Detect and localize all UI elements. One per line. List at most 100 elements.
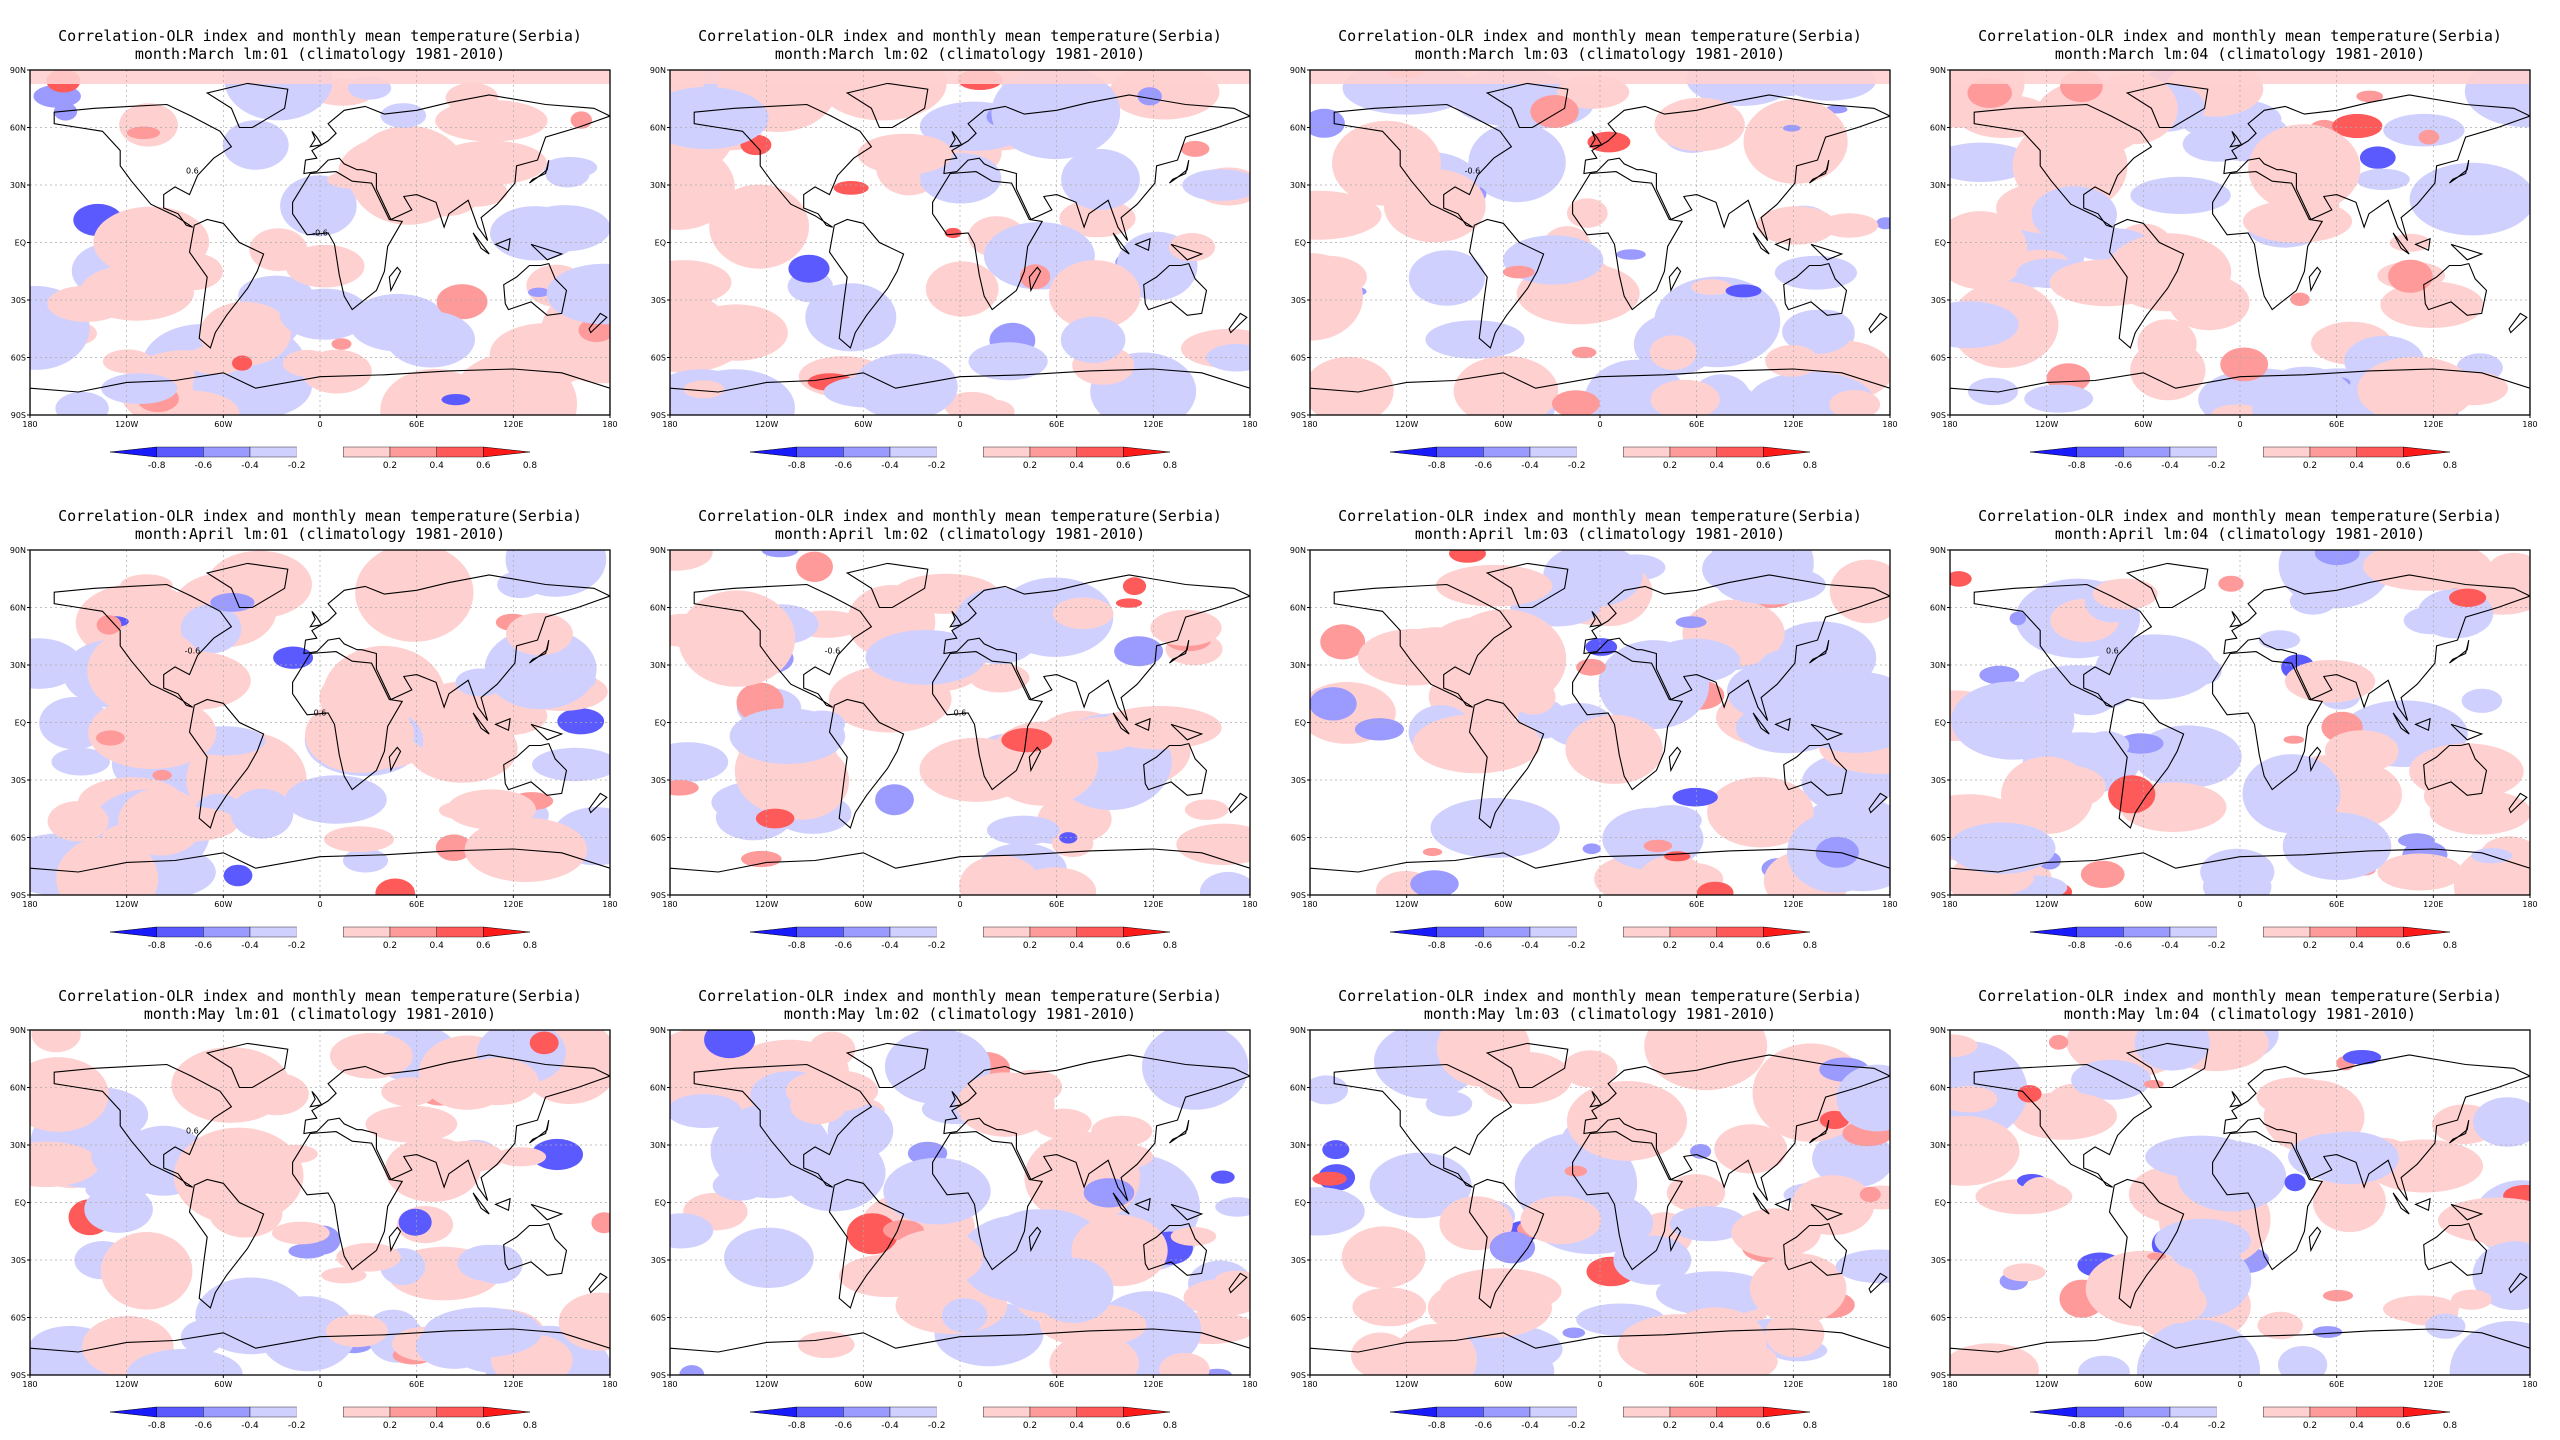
lat-tick-label: 60N [1930, 1084, 1946, 1093]
colorbar-tick-label: -0.8 [148, 1421, 166, 1431]
colorbar-segment [436, 926, 484, 938]
correlation-shading [2284, 660, 2376, 703]
coastlines [1950, 1042, 2530, 1375]
colorbar-segment [1576, 1407, 1624, 1417]
continent-outline [2229, 130, 2243, 148]
lat-tick-label: 90N [650, 546, 666, 555]
continent-outline [2108, 1178, 2185, 1309]
continent-outline [2108, 698, 2185, 829]
colorbar-segment [1123, 926, 1171, 938]
continent-outline [1333, 1063, 1513, 1188]
lon-tick-label: 180 [602, 420, 617, 429]
continent-outline [1752, 232, 1770, 255]
map-panel: Correlation-OLR index and monthly mean t… [640, 480, 1280, 960]
colorbar-tick-label: -0.4 [2161, 461, 2179, 471]
correlation-shading [1649, 335, 1697, 370]
colorbar-tick-label: 0.8 [1803, 461, 1818, 471]
coastlines [1950, 82, 2530, 415]
correlation-shading [833, 181, 869, 195]
correlation-shading [355, 550, 474, 642]
map-panel: Correlation-OLR index and monthly mean t… [0, 0, 640, 480]
coastlines [1310, 82, 1890, 415]
continent-outline [845, 562, 929, 609]
continent-outline [2423, 1222, 2488, 1276]
contour-label: -0.6 [1465, 167, 1481, 176]
panel-title-month-lead: month:March lm:02 (climatology 1981-2010… [774, 45, 1146, 63]
graticule [670, 1030, 1250, 1375]
lon-tick-label: 120W [1395, 1380, 1418, 1389]
lat-tick-label: EQ [655, 239, 666, 248]
lat-tick-label: 30S [1291, 1256, 1306, 1265]
continent-outline [2223, 1054, 2530, 1201]
colorbar-tick-label: -0.4 [881, 461, 899, 471]
graticule [670, 70, 1250, 415]
panel-title-variable: Correlation-OLR index and monthly mean t… [1338, 987, 1862, 1005]
lon-tick-label: 60E [2329, 900, 2344, 909]
lon-tick-label: 180 [1942, 900, 1957, 909]
correlation-shading [2449, 588, 2487, 607]
colorbar-tick-label: -0.2 [928, 1421, 946, 1431]
colorbar-segment [2216, 1407, 2264, 1417]
lat-tick-label: 60S [1931, 834, 1946, 843]
lat-tick-label: 90N [1290, 66, 1306, 75]
correlation-shading [222, 120, 289, 170]
continent-outline [670, 1328, 1250, 1375]
correlation-shading [941, 1298, 988, 1333]
lat-tick-label: 90S [1291, 891, 1306, 900]
correlation-shading [1210, 1170, 1235, 1184]
lon-tick-label: 0 [957, 900, 962, 909]
lon-tick-label: 120E [2423, 900, 2443, 909]
correlation-shading [1410, 870, 1459, 895]
colorbar-segment [889, 446, 937, 458]
colorbar-segment [343, 926, 391, 938]
continent-outline [1170, 1203, 1204, 1221]
continent-outline [1572, 1131, 1684, 1271]
anomaly-field [670, 550, 1250, 895]
correlation-shading [532, 747, 610, 782]
panel-title: Correlation-OLR index and monthly mean t… [1920, 987, 2560, 1023]
colorbar-segment [296, 927, 344, 937]
correlation-shading [2289, 587, 2337, 615]
colorbar-segment [1716, 446, 1764, 458]
panel-title-month-lead: month:April lm:04 (climatology 1981-2010… [2054, 525, 2426, 543]
correlation-shading [986, 815, 1060, 845]
lon-tick-label: 0 [957, 1380, 962, 1389]
correlation-shading [1199, 871, 1250, 895]
correlation-shading [1672, 787, 1718, 807]
correlation-shading [1159, 1352, 1210, 1375]
panel-title: Correlation-OLR index and monthly mean t… [640, 27, 1280, 63]
correlation-shading [398, 1208, 432, 1236]
colorbar-tick-label: 0.8 [1803, 941, 1818, 951]
lon-tick-label: 180 [1942, 1380, 1957, 1389]
continent-outline [2308, 266, 2322, 293]
colorbar-segment [1669, 1406, 1717, 1418]
correlation-shading [1950, 142, 2033, 182]
lon-tick-label: 120W [755, 420, 778, 429]
correlation-shading [2357, 356, 2474, 415]
colorbar-segment [936, 927, 984, 937]
correlation-shading [1979, 665, 2020, 685]
graticule [30, 550, 610, 895]
correlation-shading [2377, 853, 2463, 891]
lon-tick-label: 180 [1882, 1380, 1897, 1389]
colorbar-tick-label: 0.8 [1163, 461, 1178, 471]
lon-tick-label: 0 [317, 1380, 322, 1389]
continent-outline [528, 639, 550, 664]
correlation-shading [2312, 1326, 2343, 1338]
lat-tick-label: 30S [651, 296, 666, 305]
colorbar-segment [1483, 1406, 1531, 1418]
panel-title-variable: Correlation-OLR index and monthly mean t… [58, 27, 582, 45]
correlation-shading [2314, 550, 2360, 566]
panel-title-variable: Correlation-OLR index and monthly mean t… [698, 507, 1222, 525]
panel-title-month-lead: month:May lm:02 (climatology 1981-2010) [783, 1005, 1137, 1023]
correlation-shading [1650, 379, 1720, 415]
correlation-shading [2359, 146, 2396, 169]
lat-tick-label: 60N [1290, 1084, 1306, 1093]
correlation-shading [2438, 1197, 2530, 1244]
colorbar-segment [483, 926, 531, 938]
lon-tick-label: 120E [1143, 1380, 1163, 1389]
coastlines [30, 82, 610, 415]
